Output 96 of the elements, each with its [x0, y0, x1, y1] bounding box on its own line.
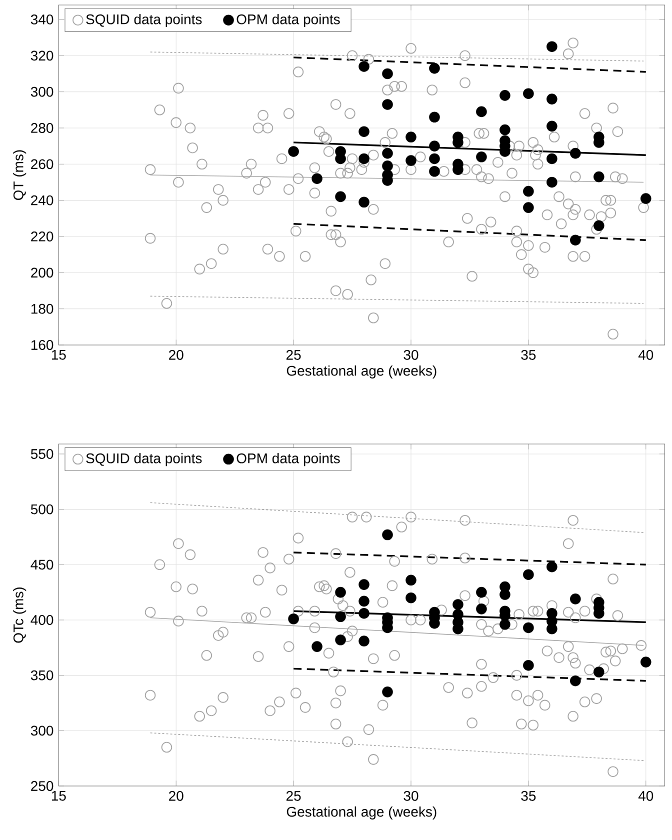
- y-tick-label: 260: [31, 159, 54, 170]
- point: [406, 592, 416, 604]
- point: [406, 155, 416, 166]
- point: [570, 594, 581, 604]
- x-tick-label: 20: [169, 790, 184, 801]
- y-tick-label: 300: [30, 726, 54, 736]
- y-tick-label: 200: [31, 268, 54, 278]
- y-tick-label: 160: [31, 340, 54, 350]
- point: [358, 596, 370, 607]
- point: [288, 146, 299, 157]
- point: [429, 140, 440, 152]
- point: [335, 634, 346, 646]
- point: [452, 599, 464, 610]
- point: [429, 62, 440, 74]
- point: [382, 68, 393, 80]
- point: [476, 152, 487, 162]
- y-tick-label: 180: [31, 304, 54, 314]
- legend-label: SQUID data points: [86, 453, 202, 466]
- point: [594, 220, 604, 232]
- point: [358, 579, 370, 590]
- x-tick-label: 35: [521, 790, 536, 801]
- point: [546, 561, 558, 572]
- x-tick-label: 40: [638, 790, 654, 801]
- point: [312, 641, 322, 652]
- point: [500, 124, 510, 136]
- point: [546, 94, 558, 104]
- point: [406, 132, 416, 142]
- point: [382, 99, 393, 110]
- y-tick-label: 340: [30, 14, 54, 24]
- point: [358, 61, 370, 72]
- x-tick-label: 20: [169, 350, 184, 360]
- x-tick-label: 40: [638, 350, 654, 360]
- point: [476, 604, 487, 614]
- y-tick-label: 320: [30, 50, 54, 61]
- point: [500, 90, 510, 101]
- x-tick-label: 30: [404, 790, 418, 801]
- point: [429, 112, 440, 123]
- point: [358, 126, 370, 137]
- y-axis-title: QTc (ms): [13, 588, 26, 643]
- point: [429, 153, 440, 164]
- y-tick-label: 500: [30, 504, 54, 514]
- point: [358, 608, 370, 619]
- y-tick-label: 400: [30, 615, 54, 625]
- point: [640, 656, 652, 668]
- point: [335, 611, 346, 622]
- x-tick-label: 25: [286, 350, 301, 360]
- y-tick-label: 450: [30, 560, 54, 570]
- point: [523, 660, 534, 671]
- y-tick-label: 240: [31, 195, 54, 206]
- x-tick-label: 15: [52, 350, 66, 360]
- point: [288, 613, 299, 624]
- point: [358, 636, 370, 646]
- x-axis-title: Gestational age (weeks): [286, 806, 436, 820]
- point: [523, 88, 534, 100]
- y-tick-label: 350: [30, 670, 54, 680]
- y-tick-label: 300: [30, 86, 54, 97]
- y-tick-label: 280: [31, 123, 54, 133]
- point: [382, 160, 393, 172]
- y-axis-title: QT (ms): [13, 150, 26, 200]
- point: [546, 41, 558, 52]
- point: [570, 675, 581, 686]
- legend-label: OPM data points: [236, 453, 340, 466]
- point: [570, 234, 581, 246]
- point: [640, 193, 652, 204]
- point: [546, 120, 558, 132]
- point: [570, 148, 581, 159]
- legend-label: SQUID data points: [86, 14, 202, 28]
- y-tick-label: 250: [31, 781, 54, 791]
- y-tick-label: 220: [31, 232, 54, 242]
- point: [523, 622, 534, 634]
- point: [358, 153, 370, 164]
- x-tick-label: 35: [521, 350, 536, 360]
- y-tick-label: 550: [30, 449, 54, 459]
- x-tick-label: 25: [286, 790, 301, 801]
- point: [358, 196, 370, 208]
- point: [500, 589, 510, 600]
- point: [335, 191, 346, 202]
- point: [546, 153, 558, 164]
- legend-label: OPM data points: [236, 14, 340, 28]
- point: [312, 173, 322, 184]
- point: [476, 106, 487, 118]
- point: [523, 202, 534, 213]
- x-axis-title: Gestational age (weeks): [286, 365, 436, 378]
- point: [523, 569, 534, 580]
- point: [429, 166, 440, 177]
- point: [382, 529, 393, 540]
- point: [382, 686, 393, 698]
- point: [546, 176, 558, 188]
- point: [406, 574, 416, 586]
- point: [546, 623, 558, 634]
- x-tick-label: 15: [52, 790, 66, 801]
- point: [594, 171, 604, 182]
- x-tick-label: 30: [404, 350, 418, 360]
- point: [523, 186, 534, 197]
- point: [476, 586, 487, 598]
- point: [382, 148, 393, 159]
